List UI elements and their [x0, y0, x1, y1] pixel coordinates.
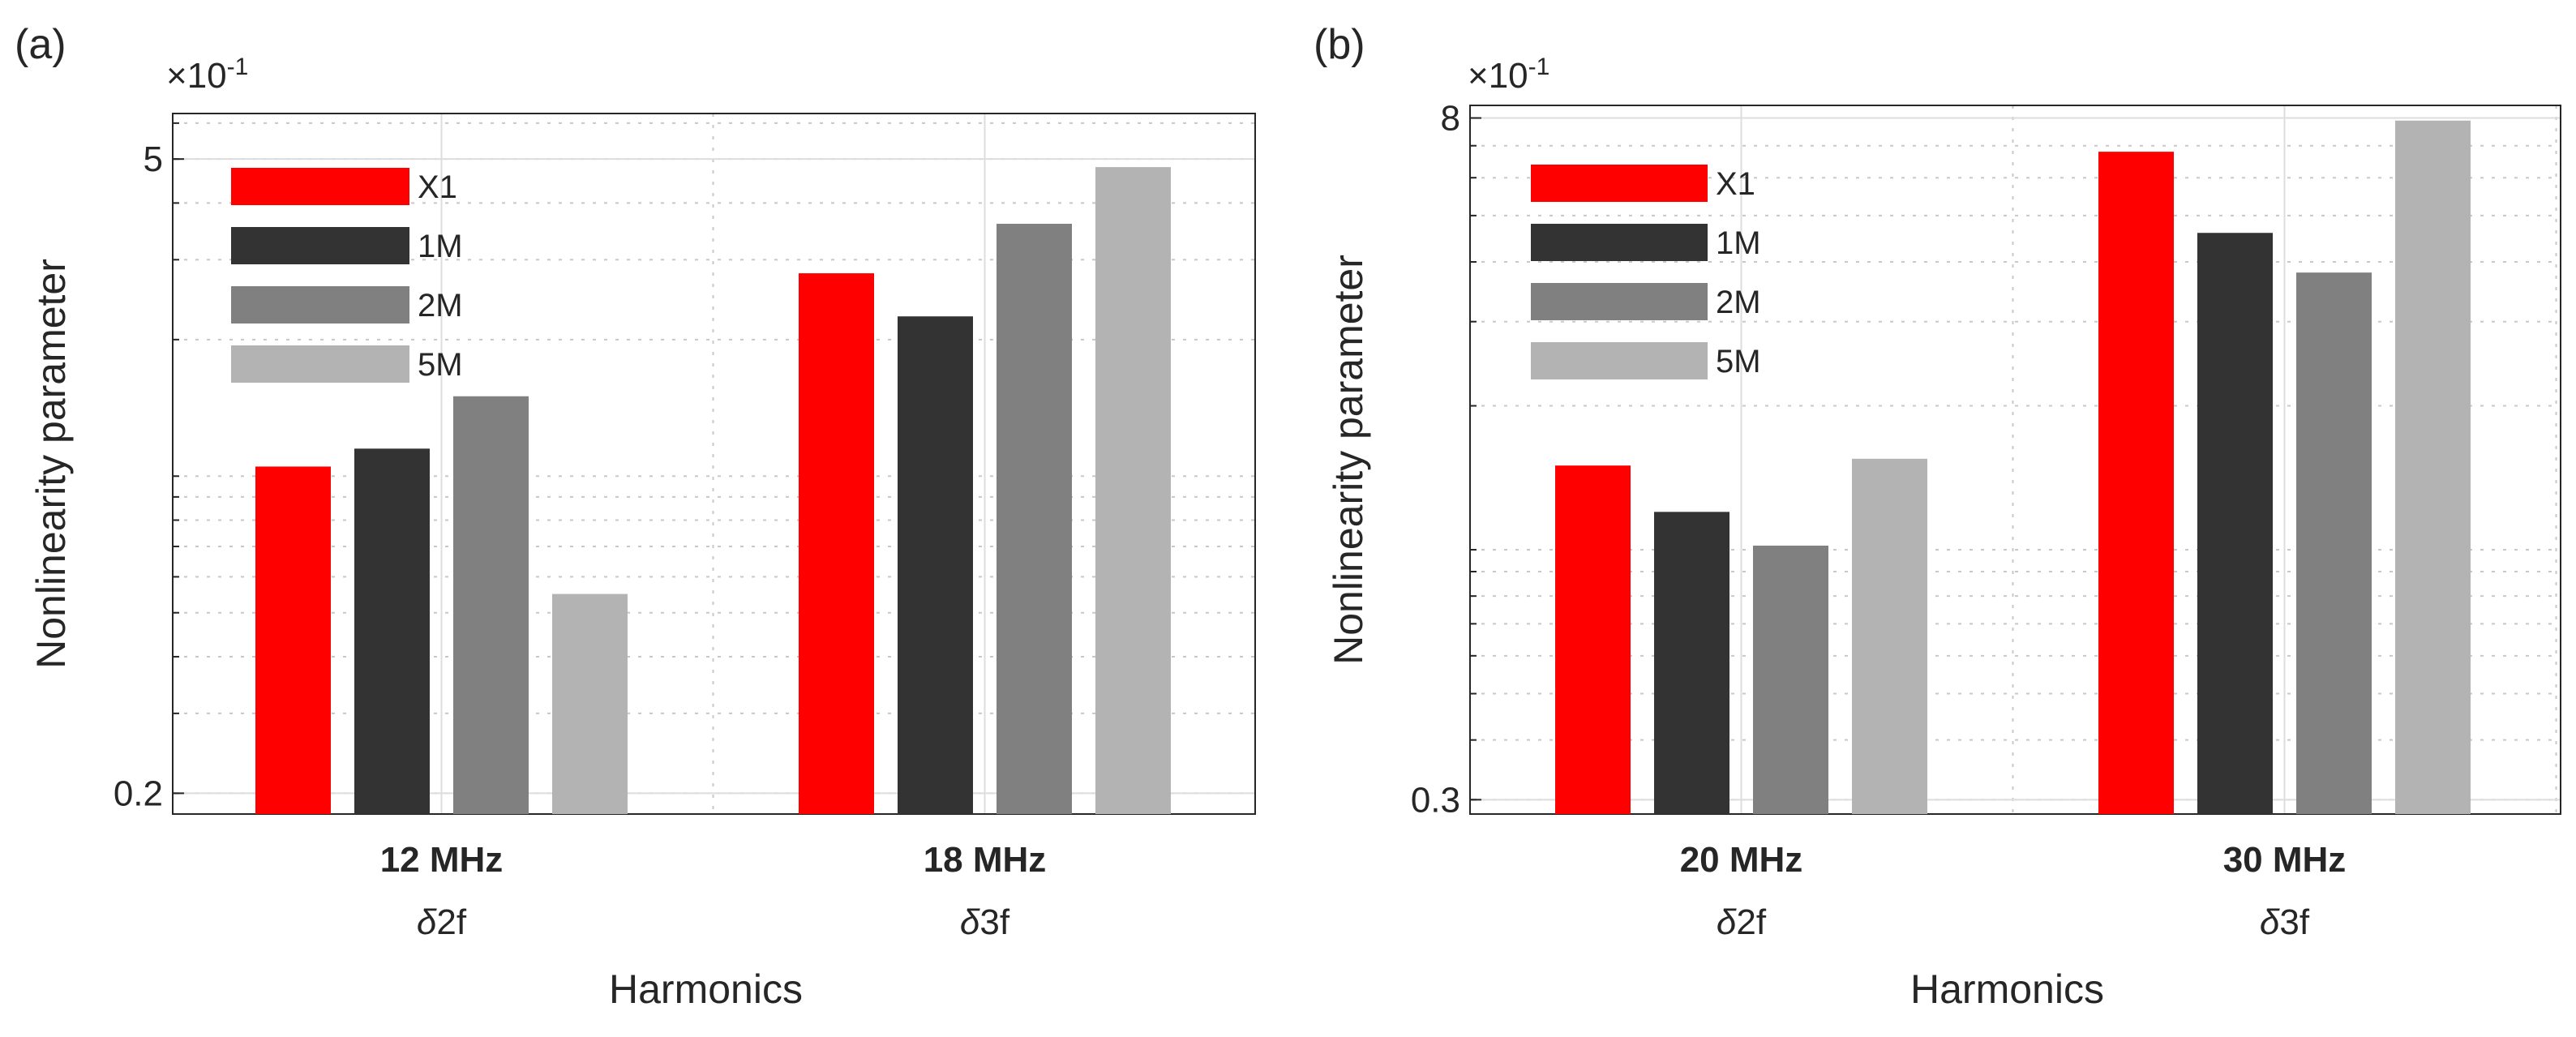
x-category-label: 20 MHz	[1680, 840, 1803, 880]
legend-label: 5M	[1716, 344, 1761, 379]
bar-x1-1	[2098, 152, 2174, 815]
panel-label: (a)	[15, 21, 66, 68]
legend: X1 1M 2M 5M	[1531, 165, 1761, 379]
bar-2m-1	[2296, 272, 2372, 814]
legend-label: 2M	[1716, 285, 1761, 320]
bar-x1-0	[255, 466, 331, 814]
panel-label: (b)	[1314, 21, 1365, 68]
legend-label: 2M	[418, 288, 463, 324]
bar-2m-0	[453, 396, 529, 815]
x-category-label: 12 MHz	[380, 840, 504, 880]
x-axis-labels: 12 MHz δ2f 18 MHz δ3f	[380, 840, 1047, 942]
y-axis-title: Nonlinearity parameter	[1326, 255, 1371, 665]
y-axis-ticks: 0.25	[114, 122, 184, 813]
bar-5m-0	[1852, 458, 1927, 814]
legend-label: 5M	[418, 347, 463, 383]
y-tick-label: 8	[1441, 99, 1460, 139]
bar-5m-1	[2395, 120, 2471, 814]
x-category-label: 30 MHz	[2223, 840, 2347, 880]
legend-swatch	[1531, 165, 1708, 202]
x-category-label: 18 MHz	[924, 840, 1047, 880]
bar-1m-0	[354, 448, 430, 814]
x-axis-title: Harmonics	[1910, 966, 2104, 1012]
legend-label: X1	[418, 169, 457, 205]
legend-label: X1	[1716, 166, 1755, 202]
bar-series	[1555, 120, 2471, 815]
x-axis-title: Harmonics	[609, 966, 803, 1012]
legend-swatch	[231, 168, 409, 205]
x-sublabel: δ2f	[1717, 902, 1767, 942]
bar-2m-0	[1753, 545, 1828, 814]
bar-5m-0	[552, 593, 628, 814]
legend-label: 1M	[418, 229, 463, 264]
x-sublabel: δ3f	[960, 902, 1010, 942]
legend-swatch	[231, 345, 409, 383]
plot-area	[172, 113, 1256, 815]
axis-scale-label: ×10-1	[1468, 54, 1549, 96]
legend: X1 1M 2M 5M	[231, 168, 463, 383]
legend-swatch	[231, 286, 409, 324]
legend-swatch	[1531, 283, 1708, 320]
bar-2m-1	[997, 223, 1072, 814]
bar-1m-1	[898, 316, 973, 814]
y-tick-label: 5	[144, 139, 163, 179]
plot-area	[1469, 105, 2561, 815]
y-axis-title: Nonlinearity parameter	[28, 259, 74, 669]
y-tick-label: 0.2	[114, 773, 163, 813]
x-sublabel: δ3f	[2260, 902, 2310, 942]
axis-scale-label: ×10-1	[166, 54, 248, 96]
grid	[173, 114, 1255, 814]
bar-1m-0	[1654, 512, 1729, 814]
bar-5m-1	[1095, 167, 1171, 815]
y-axis-ticks: 0.38	[1411, 99, 1481, 820]
x-axis-labels: 20 MHz δ2f 30 MHz δ3f	[1680, 840, 2347, 942]
bar-series	[255, 167, 1171, 815]
y-tick-label: 0.3	[1411, 780, 1460, 820]
legend-swatch	[1531, 224, 1708, 261]
grid	[1470, 105, 2561, 814]
x-sublabel: δ2f	[417, 902, 467, 942]
bar-x1-1	[799, 273, 874, 815]
bar-1m-1	[2197, 233, 2273, 814]
legend-swatch	[1531, 342, 1708, 379]
legend-label: 1M	[1716, 225, 1761, 261]
bar-x1-0	[1555, 465, 1631, 814]
legend-swatch	[231, 227, 409, 264]
